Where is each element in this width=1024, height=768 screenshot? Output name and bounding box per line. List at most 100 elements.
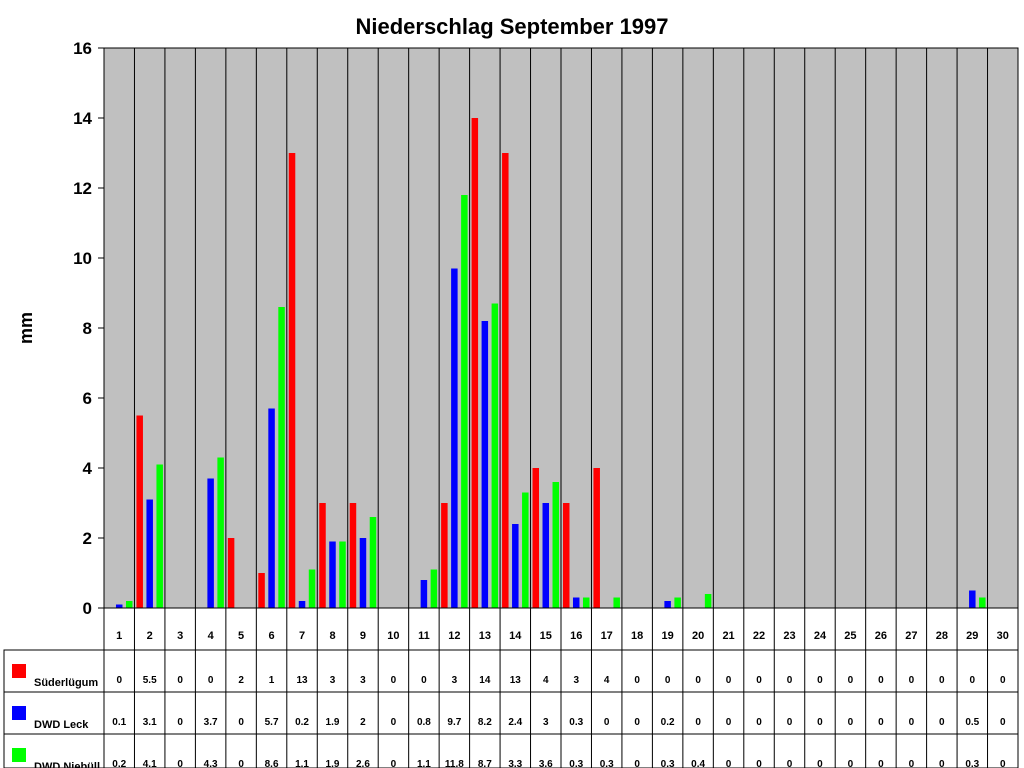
category-label: 14 [509,630,522,642]
category-label: 5 [238,630,244,642]
data-table-cell: 2.6 [356,759,370,768]
data-table-cell: 3.3 [508,759,522,768]
data-table-cell: 0 [909,675,915,686]
data-table-cell: 3 [573,675,579,686]
legend-key [12,706,26,720]
data-table-cell: 5.7 [265,717,279,728]
series-name: Süderlügum [34,677,98,689]
y-tick-label: 0 [83,599,92,618]
data-table-cell: 0 [604,717,610,728]
data-table-cell: 8.6 [265,759,279,768]
data-table-cell: 0 [878,717,884,728]
bar [258,573,265,608]
data-table-cell: 0 [970,675,976,686]
category-label: 29 [966,630,978,642]
legend-key [12,748,26,762]
data-table-cell: 0 [208,675,214,686]
bar [522,492,529,608]
data-table-cell: 0.4 [691,759,705,768]
bars [115,118,986,608]
category-label: 21 [722,630,734,642]
data-table-cell: 0 [391,675,397,686]
data-table-cell: 0 [238,717,244,728]
category-label: 16 [570,630,582,642]
data-table-cell: 0 [878,759,884,768]
data-table-cell: 0.3 [600,759,614,768]
bar [562,503,570,608]
bar [430,569,438,608]
data-table-cell: 4.1 [143,759,157,768]
bar [552,482,560,608]
category-label: 15 [540,630,552,642]
category-label: 6 [269,630,275,642]
data-table-cell: 0.1 [112,717,126,728]
bar [420,580,428,608]
data-table-cell: 0 [878,675,884,686]
bar [471,118,479,608]
data-table-cell: 13 [510,675,522,686]
bar [451,268,458,608]
data-table-cell: 0.2 [112,759,126,768]
bar [217,457,224,608]
bar [512,524,519,608]
data-table-cell: 0 [391,717,397,728]
bar [125,601,133,608]
category-label: 1 [116,630,122,642]
data-table-cell: 0 [848,675,854,686]
legend-key [12,664,26,678]
data-table-cell: 3.7 [204,717,218,728]
category-label: 11 [418,630,430,642]
category-label: 8 [329,630,335,642]
data-table-cell: 0 [909,759,915,768]
data-table-cell: 0 [787,717,793,728]
bar [674,597,681,608]
category-label: 24 [814,630,827,642]
data-table-cell: 4 [543,675,549,686]
data-table-cell: 0 [726,759,732,768]
y-axis: 0 2 4 6 8 10 12 14 16 [73,39,105,618]
data-table-cell: 1.9 [326,717,340,728]
category-label: 20 [692,630,704,642]
category-label: 28 [936,630,948,642]
data-table-cell: 0 [634,675,640,686]
bar [115,604,123,608]
data-table-cell: 0 [1000,675,1006,686]
data-table-cell: 8.7 [478,759,492,768]
bar [288,153,296,608]
data-table-cell: 0 [848,759,854,768]
y-tick-label: 14 [73,109,92,128]
bar [572,597,580,608]
data-table-cell: 0 [756,675,762,686]
data-table-cell: 0 [421,675,427,686]
bar [156,464,163,608]
y-tick-label: 2 [83,529,92,548]
category-label: 2 [147,630,153,642]
bar [329,541,336,608]
data-table-cell: 0 [634,759,640,768]
bar [339,541,346,608]
data-table-cell: 0 [939,759,945,768]
category-label: 13 [479,630,491,642]
data-table-cell: 3 [360,675,366,686]
category-label: 12 [448,630,460,642]
data-table-cell: 3 [543,717,549,728]
category-label: 10 [387,630,399,642]
bar [613,597,620,608]
data-table-cell: 0 [695,717,701,728]
bar [359,538,367,608]
data-table-cell: 0 [391,759,397,768]
data-table-cell: 0 [634,717,640,728]
bar [207,478,214,608]
series-name: DWD Niebüll [34,761,100,768]
data-table-cell: 0 [116,675,122,686]
bar [136,415,143,608]
data-table-cell: 0 [939,675,945,686]
bar [369,517,377,608]
data-table-cell: 3 [330,675,336,686]
data-table-cell: 0 [939,717,945,728]
data-table-cell: 11.8 [445,759,464,768]
bar [278,307,285,608]
bar [146,499,153,608]
data-table-cell: 1.1 [295,759,309,768]
